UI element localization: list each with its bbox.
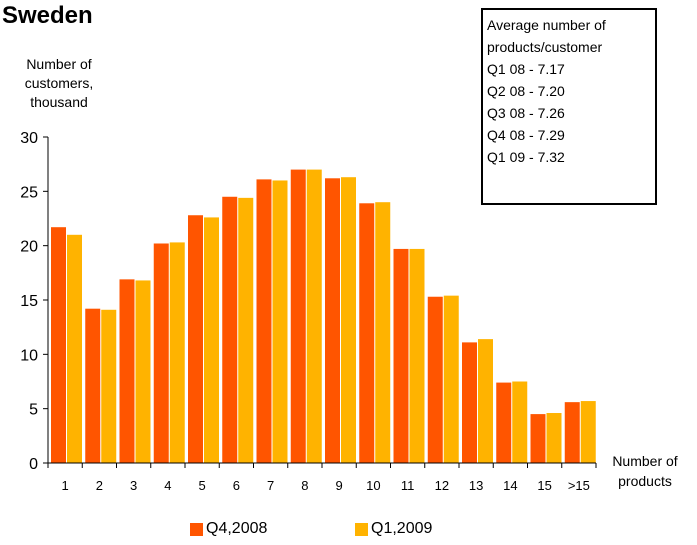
bar-q4-2008 [222,196,238,463]
bar-q1-2009 [512,381,528,463]
x-axis-label: Number of products [600,451,690,491]
bar-q4-2008 [427,296,443,463]
legend-swatch-q4-2008 [190,522,203,536]
legend-label: Q1,2009 [371,520,433,537]
y-axis-label: Number of customers, thousand [4,55,114,112]
bar-q1-2009 [204,217,219,463]
x-tick-label: 11 [401,478,415,493]
x-tick-label: 4 [164,478,171,493]
x-tick-label: 6 [233,478,240,493]
bar-q1-2009 [169,242,185,463]
info-box-line: Average number of [487,17,606,33]
bar-q1-2009 [341,177,356,463]
info-box-line: Q1 09 - 7.32 [487,149,565,165]
bar-q4-2008 [119,279,135,463]
y-tick-label: 15 [20,293,38,310]
y-tick-label: 30 [20,130,38,147]
bar-q4-2008 [530,414,546,463]
bar-q4-2008 [359,203,375,463]
x-tick-label: 14 [503,478,517,493]
bar-q4-2008 [51,227,66,463]
bar-q1-2009 [67,234,82,463]
bar-q4-2008 [393,248,409,463]
legend-swatch-q1-2009 [355,522,368,536]
y-axis-label-line: thousand [30,94,88,110]
x-tick-label: 1 [62,478,69,493]
info-box-line: Q2 08 - 7.20 [487,83,565,99]
x-tick-label: 15 [537,478,551,493]
info-box-line: Q3 08 - 7.26 [487,105,565,121]
x-tick-label: 10 [366,478,380,493]
y-tick-label: 10 [20,347,38,364]
y-tick-label: 25 [20,184,38,201]
x-tick-label: 12 [435,478,449,493]
x-tick-label: 2 [96,478,103,493]
bar-q4-2008 [290,169,306,463]
y-tick-label: 20 [20,239,38,256]
x-axis-label-line: products [618,473,672,489]
info-box-line: Q4 08 - 7.29 [487,127,565,143]
legend: Q4,2008 Q1,2009 [0,520,697,544]
x-tick-label: 3 [130,478,137,493]
x-tick-label: 9 [336,478,343,493]
bar-q1-2009 [478,339,493,463]
bar-q1-2009 [238,197,254,463]
info-box-line: products/customer [487,39,603,55]
y-axis-label-line: Number of [26,56,92,72]
bar-q4-2008 [256,179,272,463]
legend-item-q4-2008: Q4,2008 [190,520,267,538]
bar-q1-2009 [409,248,425,463]
bar-q1-2009 [580,401,596,463]
x-axis-label-line: Number of [612,453,678,469]
bar-q4-2008 [564,402,580,463]
bar-q4-2008 [153,243,169,463]
y-tick-label: 5 [29,402,38,419]
bar-q1-2009 [306,169,322,463]
bar-q1-2009 [443,295,459,463]
bar-q4-2008 [85,308,101,463]
y-axis-label-line: customers, [24,75,94,91]
bar-q1-2009 [375,202,391,463]
x-tick-label: 13 [469,478,483,493]
bar-q4-2008 [462,342,477,463]
bar-q4-2008 [325,178,340,463]
y-tick-label: 0 [29,456,38,473]
legend-item-q1-2009: Q1,2009 [355,520,432,538]
chart-title: Sweden [2,2,93,29]
x-tick-label: 8 [301,478,308,493]
info-box-line: Q1 08 - 7.17 [487,61,565,77]
x-tick-label: 5 [199,478,206,493]
average-products-info-box: Average number of products/customer Q1 0… [481,8,657,205]
bar-q1-2009 [101,309,117,463]
bar-q4-2008 [188,215,203,463]
bar-q1-2009 [272,180,288,463]
x-tick-label: 7 [267,478,274,493]
bar-q4-2008 [496,382,512,463]
bar-q1-2009 [546,413,562,463]
legend-label: Q4,2008 [206,520,268,537]
x-tick-label: >15 [568,478,590,493]
bar-q1-2009 [135,280,151,463]
